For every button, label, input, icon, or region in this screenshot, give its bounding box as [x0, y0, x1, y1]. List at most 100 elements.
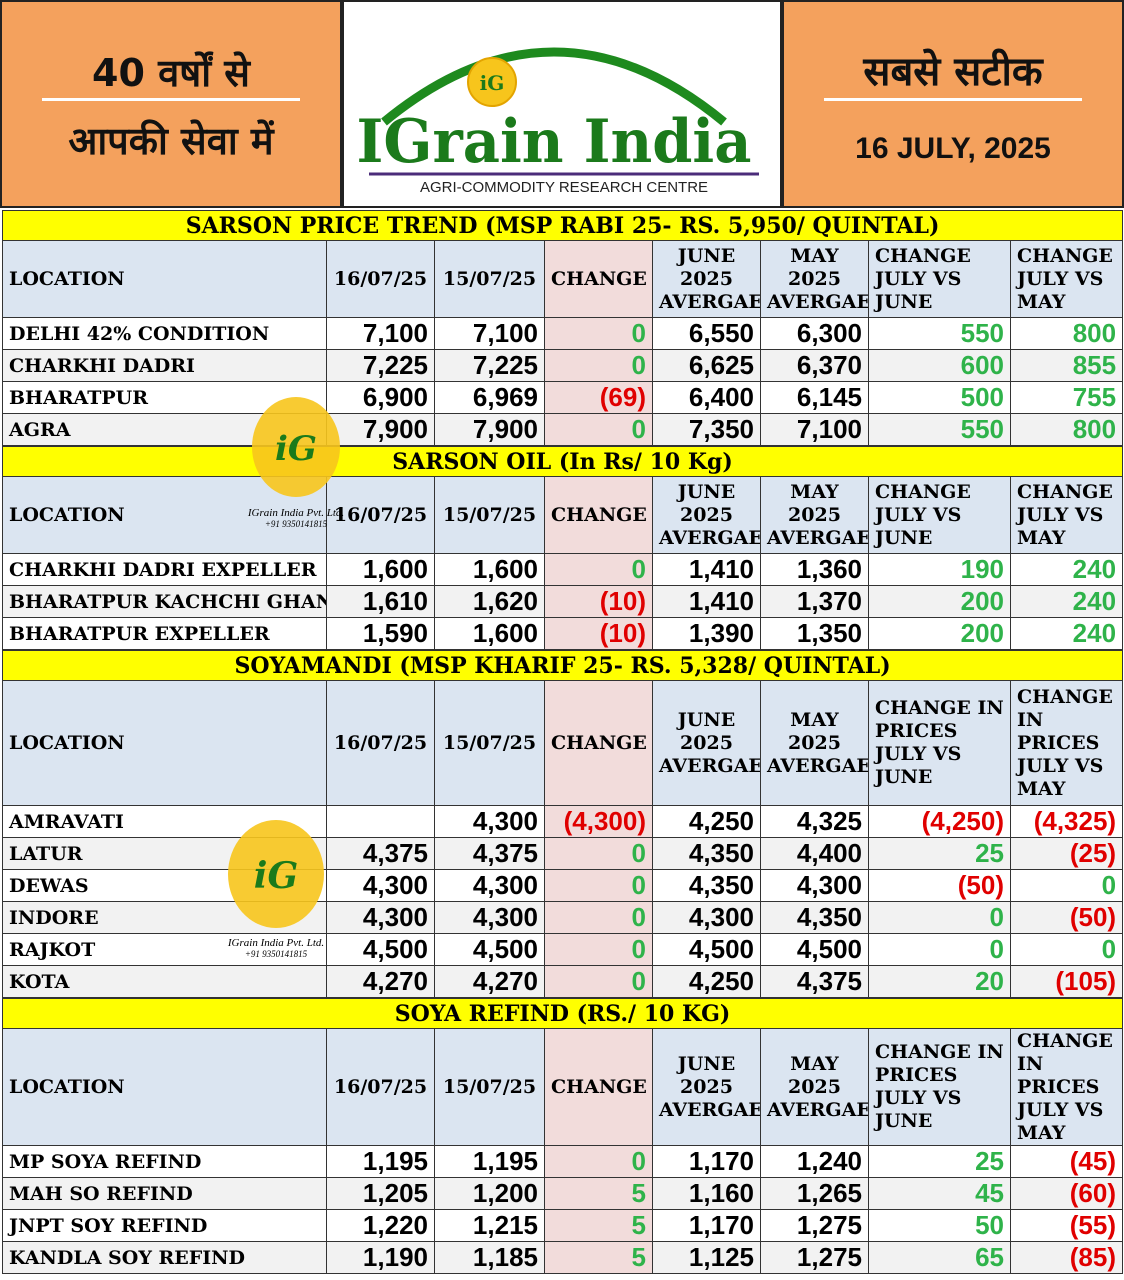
data-row: RAJKOT 4,500 4,500 0 4,500 4,500 0 0	[2, 933, 1124, 966]
cell: 1,265	[760, 1177, 869, 1210]
cell: 50	[868, 1209, 1011, 1242]
cell: (60)	[1009, 1177, 1124, 1210]
title-row: SARSON PRICE TREND (MSP RABI 25- RS. 5,9…	[1, 210, 1124, 241]
cell: 1,240	[760, 1145, 869, 1178]
cell: 25	[868, 837, 1011, 870]
price-table: SOYAMANDI (MSP KHARIF 25- RS. 5,328/ QUI…	[1, 650, 1124, 998]
cell: 1,195	[434, 1145, 545, 1178]
cell: (4,325)	[1009, 805, 1124, 838]
cell: 0	[544, 901, 653, 934]
data-row: MAH SO REFIND 1,205 1,200 5 1,160 1,265 45 (60)	[2, 1177, 1124, 1210]
data-row: INDORE 4,300 4,300 0 4,300 4,350 0 (50)	[2, 901, 1124, 934]
cell: 4,250	[652, 805, 761, 838]
location: RAJKOT	[2, 933, 327, 966]
column-header: 16/07/25	[326, 240, 435, 318]
location: KOTA	[2, 965, 327, 998]
cell: 855	[1009, 349, 1124, 382]
data-row: CHARKHI DADRI 7,225 7,225 0 6,625 6,370 600 855	[2, 349, 1124, 382]
data-row: CHARKHI DADRI EXPELLER 1,600 1,600 0 1,410 1,…	[2, 553, 1124, 586]
column-header: CHANGE JULY VS JUNE	[868, 476, 1011, 554]
cell: 1,160	[652, 1177, 761, 1210]
cell: 7,100	[434, 317, 545, 350]
column-header: 16/07/25	[326, 1028, 435, 1146]
cell: 1,620	[434, 585, 545, 618]
column-header: CHANGE JULY VS JUNE	[868, 240, 1011, 318]
column-header: CHANGE IN PRICES JULY VS MAY	[1009, 1028, 1124, 1146]
watermark-mark: iG	[275, 429, 317, 469]
cell: 5	[544, 1241, 653, 1274]
cell: 0	[544, 1145, 653, 1178]
cell: 4,270	[326, 965, 435, 998]
column-header: 16/07/25	[326, 476, 435, 554]
column-header: CHANGE	[544, 240, 653, 318]
cell: (10)	[544, 585, 653, 618]
location: CHARKHI DADRI	[2, 349, 327, 382]
column-header: CHANGE IN PRICES JULY VS JUNE	[868, 680, 1011, 806]
column-header: 16/07/25	[326, 680, 435, 806]
cell: 6,370	[760, 349, 869, 382]
location: MAH SO REFIND	[2, 1177, 327, 1210]
data-row: BHARATPUR 6,900 6,969 (69) 6,400 6,145 500 755	[2, 381, 1124, 414]
price-table: SARSON OIL (In Rs/ 10 Kg) LOCATION 16/07/2…	[1, 446, 1124, 650]
cell: 200	[868, 617, 1011, 650]
cell: 800	[1009, 317, 1124, 350]
cell: (4,300)	[544, 805, 653, 838]
header-left: 40 वर्षों से आपकी सेवा में	[0, 0, 342, 208]
column-header: MAY 2025 AVERGAE	[760, 240, 869, 318]
cell: (10)	[544, 617, 653, 650]
cell: 4,500	[326, 933, 435, 966]
cell: 600	[868, 349, 1011, 382]
tables: SARSON PRICE TREND (MSP RABI 25- RS. 5,9…	[0, 210, 1124, 1274]
cell: 5	[544, 1209, 653, 1242]
cell: 1,190	[326, 1241, 435, 1274]
cell: 1,610	[326, 585, 435, 618]
data-row: DEWAS 4,300 4,300 0 4,350 4,300 (50) 0	[2, 869, 1124, 902]
column-header: 15/07/25	[434, 476, 545, 554]
cell: 200	[868, 585, 1011, 618]
location: AMRAVATI	[2, 805, 327, 838]
cell: 0	[1009, 933, 1124, 966]
cell: 190	[868, 553, 1011, 586]
column-header-row: LOCATION 16/07/25 15/07/25 CHANGE JUNE 2025 …	[2, 240, 1124, 318]
cell: 4,400	[760, 837, 869, 870]
data-row: KOTA 4,270 4,270 0 4,250 4,375 20 (105)	[2, 965, 1124, 998]
cell: 0	[544, 317, 653, 350]
cell: 550	[868, 413, 1011, 446]
location: BHARATPUR KACHCHI GHANI	[2, 585, 327, 618]
divider	[42, 98, 300, 101]
cell: 4,300	[434, 805, 545, 838]
watermark-phone: +91 9350141815	[244, 949, 308, 959]
cell: (25)	[1009, 837, 1124, 870]
cell: 4,500	[760, 933, 869, 966]
cell: 1,360	[760, 553, 869, 586]
cell: 0	[544, 349, 653, 382]
cell: 4,350	[652, 837, 761, 870]
column-header: LOCATION	[2, 476, 327, 554]
cell: 4,375	[326, 837, 435, 870]
location: MP SOYA REFIND	[2, 1145, 327, 1178]
watermark-logo: iG	[252, 397, 340, 497]
cell: 4,350	[652, 869, 761, 902]
data-row: JNPT SOY REFIND 1,220 1,215 5 1,170 1,275 50 (5…	[2, 1209, 1124, 1242]
title-row: SOYAMANDI (MSP KHARIF 25- RS. 5,328/ QUI…	[1, 650, 1124, 681]
cell: 4,250	[652, 965, 761, 998]
cell: 6,300	[760, 317, 869, 350]
cell: 6,969	[434, 381, 545, 414]
cell: 755	[1009, 381, 1124, 414]
title-row: SOYA REFIND (RS./ 10 KG)	[1, 998, 1124, 1029]
data-row: BHARATPUR EXPELLER 1,590 1,600 (10) 1,390 1,3…	[2, 617, 1124, 650]
column-header: CHANGE	[544, 680, 653, 806]
column-header-row: LOCATION 16/07/25 15/07/25 CHANGE JUNE 2025 …	[2, 476, 1124, 554]
cell: 0	[544, 965, 653, 998]
location: BHARATPUR	[2, 381, 327, 414]
cell: (105)	[1009, 965, 1124, 998]
cell: 4,375	[434, 837, 545, 870]
cell: 1,170	[652, 1145, 761, 1178]
cell: 4,270	[434, 965, 545, 998]
column-header: CHANGE	[544, 1028, 653, 1146]
cell: 7,100	[760, 413, 869, 446]
price-table: SOYA REFIND (RS./ 10 KG) LOCATION 16/07/25…	[1, 998, 1124, 1274]
cell: 7,350	[652, 413, 761, 446]
cell: 4,300	[434, 901, 545, 934]
cell: 6,900	[326, 381, 435, 414]
